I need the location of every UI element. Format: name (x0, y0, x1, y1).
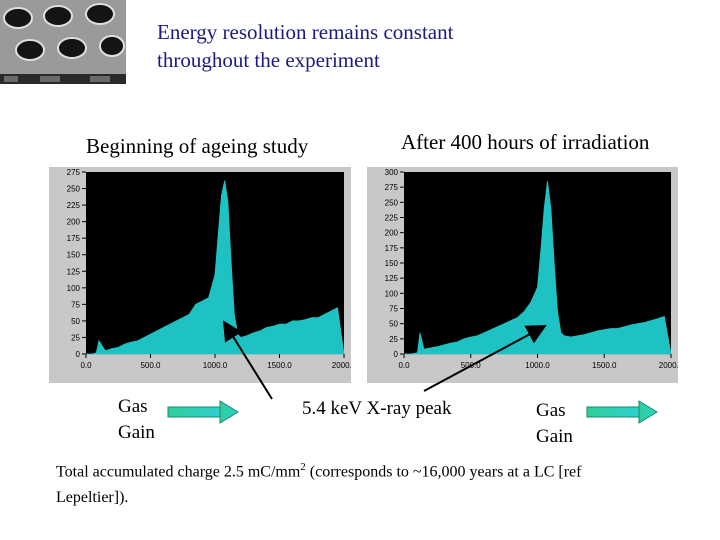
footnote-text-2: (corresponds to ~16,000 years at a LC [r… (56, 463, 582, 507)
y-tick-label: 250 (385, 198, 399, 207)
y-tick-label: 25 (389, 335, 398, 344)
right-chart-label: After 400 hours of irradiation (401, 130, 650, 154)
y-tick-label: 200 (67, 218, 81, 227)
x-tick-label: 0.0 (398, 361, 410, 370)
y-tick-label: 25 (71, 333, 80, 342)
y-tick-label: 250 (67, 185, 81, 194)
spectrum-series (86, 180, 345, 355)
y-tick-label: 75 (389, 305, 398, 314)
x-tick-label: 500.0 (140, 361, 161, 370)
y-tick-label: 125 (67, 267, 81, 276)
y-tick-label: 100 (67, 284, 81, 293)
y-tick-label: 50 (389, 320, 398, 329)
footnote: Total accumulated charge 2.5 mC/mm2 (cor… (56, 454, 616, 511)
footnote-superscript: 2 (300, 461, 306, 473)
x-tick-label: 1000.0 (525, 361, 550, 370)
right-spectrum-chart: 30027525022520017515012510075502500.0500… (367, 167, 684, 383)
y-tick-label: 150 (385, 259, 399, 268)
left-peak-pointer (222, 320, 273, 400)
left-caption-line-2: Gain (118, 422, 155, 443)
left-spectrum-chart: 275 250 225 200 175 150 125 100 75 50 25 0 0.0 500.0 1… (49, 167, 357, 383)
right-gas-gain-caption: Gas Gain (536, 398, 573, 450)
x-tick-label: 2000.0 (659, 361, 678, 370)
x-tick-label: 1500.0 (592, 361, 617, 370)
y-tick-label: 275 (67, 168, 81, 177)
right-peak-pointer (423, 325, 547, 392)
right-spectrum-svg: 30027525022520017515012510075502500.0500… (385, 168, 684, 370)
left-chart-label: Beginning of ageing study (86, 134, 309, 158)
spectrum-series (404, 181, 672, 355)
y-tick-label: 300 (385, 168, 399, 177)
title-line-2: throughout the experiment (157, 48, 380, 72)
x-tick-label: 1500.0 (267, 361, 292, 370)
slide-title: Energy resolution remains constant throu… (157, 18, 453, 74)
right-caption-line-2: Gain (536, 426, 573, 447)
x-tick-label: 0.0 (80, 361, 92, 370)
title-line-1: Energy resolution remains constant (157, 20, 454, 44)
y-tick-label: 75 (71, 300, 80, 309)
y-tick-label: 100 (385, 289, 399, 298)
x-tick-label: 2000.0 (332, 361, 351, 370)
right-caption-line-1: Gas (536, 400, 566, 421)
left-gain-arrow (167, 400, 239, 424)
y-tick-label: 150 (67, 251, 81, 260)
y-tick-label: 275 (385, 183, 399, 192)
y-tick-label: 125 (385, 274, 399, 283)
y-tick-label: 225 (67, 201, 81, 210)
peak-caption: 5.4 keV X-ray peak (302, 398, 452, 419)
left-gas-gain-caption: Gas Gain (118, 394, 155, 446)
x-tick-label: 1000.0 (203, 361, 228, 370)
y-tick-label: 225 (385, 214, 399, 223)
micromegas-mesh-logo (0, 0, 126, 84)
y-tick-label: 175 (67, 234, 81, 243)
y-tick-label: 200 (385, 229, 399, 238)
y-tick-label: 0 (394, 350, 399, 359)
left-caption-line-1: Gas (118, 396, 148, 417)
y-tick-label: 175 (385, 244, 399, 253)
y-tick-label: 0 (76, 350, 81, 359)
footnote-text-1: Total accumulated charge 2.5 mC/mm (56, 463, 301, 481)
y-tick-label: 50 (71, 317, 80, 326)
right-gain-arrow (586, 400, 658, 424)
